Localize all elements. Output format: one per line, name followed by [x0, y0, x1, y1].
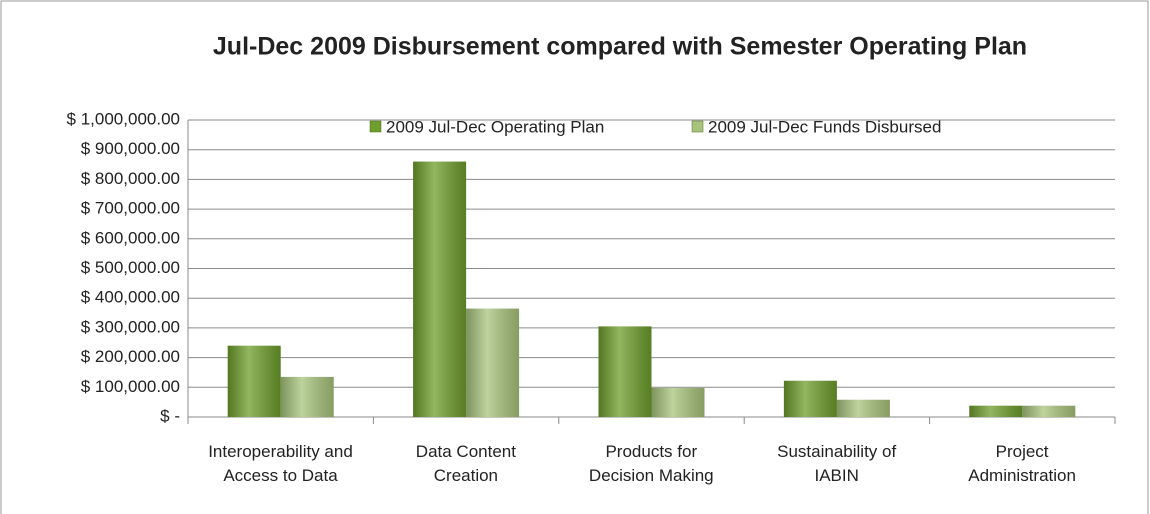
y-tick-label: $ 200,000.00 [81, 347, 180, 366]
y-tick-label: $ 600,000.00 [81, 228, 180, 247]
y-tick-label: $ 900,000.00 [81, 139, 180, 158]
y-tick-label: $ 500,000.00 [81, 258, 180, 277]
bar-shine [1022, 405, 1076, 417]
y-tick-label: $ 400,000.00 [81, 288, 180, 307]
legend-swatch [369, 120, 382, 133]
bar-shine [836, 399, 890, 417]
legend-swatch [691, 120, 704, 133]
y-tick-label: $ - [160, 406, 180, 425]
legend-label: 2009 Jul-Dec Operating Plan [386, 117, 604, 136]
bar-shine [598, 326, 652, 417]
bar-shine [280, 376, 334, 417]
bar-shine [227, 345, 281, 417]
chart-title: Jul-Dec 2009 Disbursement compared with … [213, 33, 1027, 61]
x-tick-label: Interoperability and Access to Data [208, 442, 353, 485]
y-tick-label: $ 800,000.00 [81, 169, 180, 188]
legend-label: 2009 Jul-Dec Funds Disbursed [708, 117, 941, 136]
bar-shine [969, 405, 1023, 417]
bar-shine [466, 308, 520, 417]
x-tick-label: Data Content Creation [415, 442, 516, 485]
bar-shine [413, 161, 467, 417]
x-tick-label: Project Administration [968, 442, 1076, 485]
y-tick-label: $ 700,000.00 [81, 199, 180, 218]
bar-shine [651, 387, 705, 417]
bar-shine [783, 380, 837, 417]
y-tick-label: $ 1,000,000.00 [67, 109, 180, 128]
y-tick-label: $ 100,000.00 [81, 377, 180, 396]
x-tick-label: Sustainability of IABIN [777, 442, 897, 485]
x-tick-label: Products for Decision Making [588, 442, 714, 485]
y-tick-label: $ 300,000.00 [81, 317, 180, 336]
